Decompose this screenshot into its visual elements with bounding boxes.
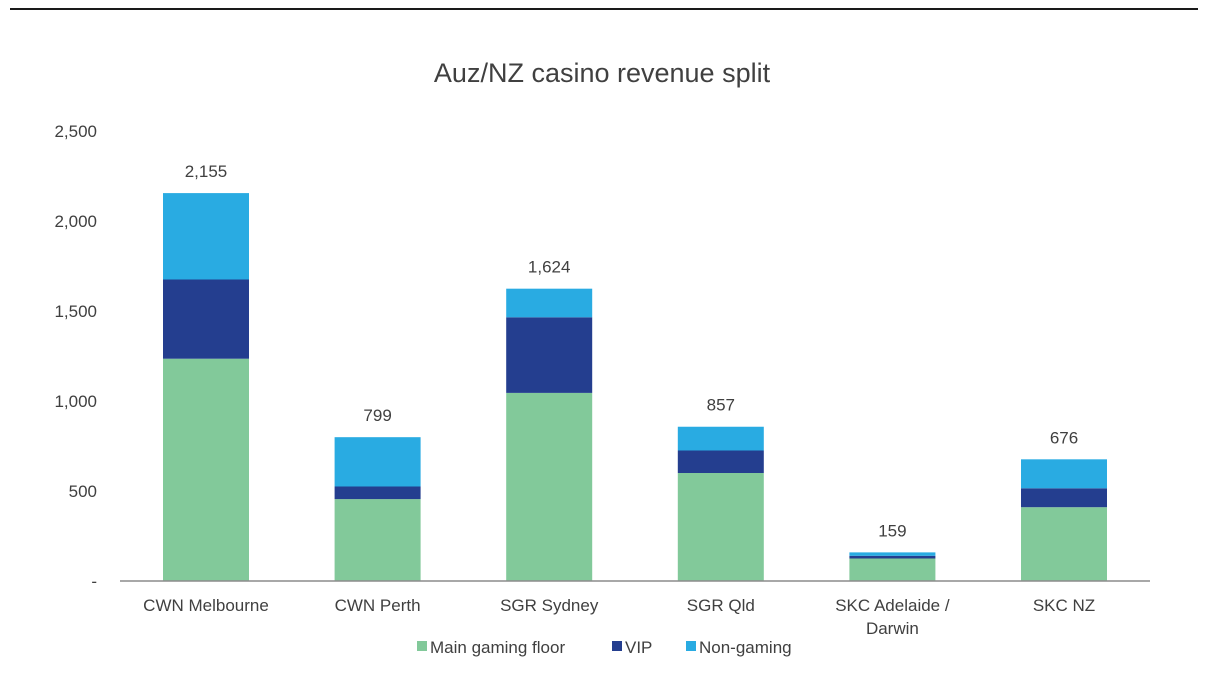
- bar-segment: [334, 486, 421, 500]
- total-label: 857: [707, 396, 735, 415]
- legend-swatch: [612, 641, 622, 651]
- x-axis: CWN Melbourne CWN Perth SGR Sydney SGR Qld S…: [120, 580, 1150, 638]
- bar-segment: [1021, 507, 1107, 581]
- bar-segment: [1021, 488, 1107, 508]
- legend: Main gaming floor VIP Non-gaming: [417, 638, 792, 657]
- bar-segment: [334, 437, 421, 487]
- y-tick-label: 1,500: [54, 302, 97, 321]
- bar-segment: [677, 473, 764, 581]
- bar-segment: [334, 499, 421, 581]
- bar-segment: [163, 193, 249, 280]
- category-label: SKC NZ: [1033, 596, 1095, 615]
- total-label: 159: [878, 521, 906, 540]
- y-tick-label: -: [91, 572, 97, 591]
- y-tick-label: 1,000: [54, 392, 97, 411]
- legend-label: Main gaming floor: [430, 638, 565, 657]
- y-tick-label: 500: [69, 482, 97, 501]
- y-axis: - 500 1,000 1,500 2,000 2,500: [54, 122, 97, 591]
- bars: [163, 193, 1107, 581]
- total-label: 799: [363, 406, 391, 425]
- category-label: CWN Melbourne: [143, 596, 269, 615]
- legend-swatch: [686, 641, 696, 651]
- bar-segment: [163, 358, 249, 581]
- bar-segment: [849, 558, 936, 581]
- bar-segment: [849, 555, 936, 559]
- total-label: 1,624: [528, 258, 571, 277]
- category-label: SGR Qld: [687, 596, 755, 615]
- bar-segment: [506, 392, 593, 581]
- y-tick-label: 2,000: [54, 212, 97, 231]
- total-label: 2,155: [185, 162, 228, 181]
- bar-segment: [506, 288, 593, 318]
- legend-label: VIP: [625, 638, 652, 657]
- top-rule: [10, 8, 1198, 10]
- total-label: 676: [1050, 428, 1078, 447]
- bar-segment: [163, 279, 249, 359]
- bar-segment: [677, 426, 764, 451]
- total-labels: 2,155 799 1,624 857 159 676: [185, 162, 1078, 540]
- bar-segment: [506, 317, 593, 393]
- category-label: SKC Adelaide /: [835, 596, 950, 615]
- legend-label: Non-gaming: [699, 638, 792, 657]
- y-tick-label: 2,500: [54, 122, 97, 141]
- category-label: Darwin: [866, 619, 919, 638]
- chart-title: Auz/NZ casino revenue split: [434, 58, 771, 88]
- bar-segment: [677, 450, 764, 473]
- legend-swatch: [417, 641, 427, 651]
- category-label: CWN Perth: [335, 596, 421, 615]
- bar-segment: [1021, 459, 1107, 489]
- category-label: SGR Sydney: [500, 596, 599, 615]
- bar-segment: [849, 552, 936, 556]
